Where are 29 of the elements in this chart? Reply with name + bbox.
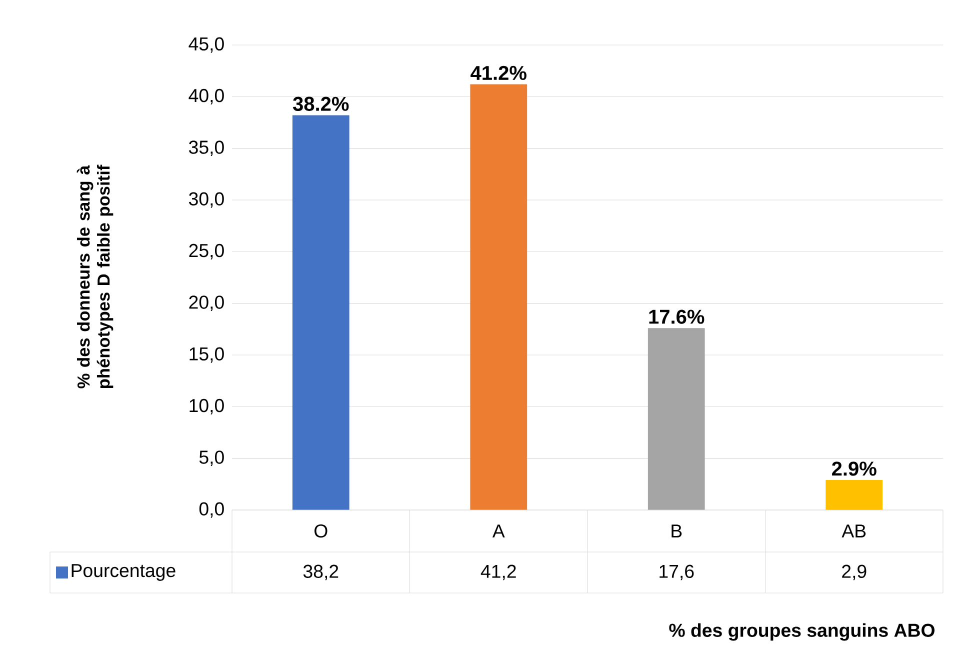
y-tick-label: 15,0 xyxy=(190,347,224,363)
bar xyxy=(470,84,528,510)
text: 17,6 xyxy=(660,564,694,580)
text: 38,2 xyxy=(303,564,338,580)
x-axis-title: % des groupes sanguins ABO xyxy=(669,623,934,641)
text: 2,9 xyxy=(842,564,866,580)
y-tick-label: 10,0 xyxy=(190,398,224,414)
y-tick-label: 20,0 xyxy=(189,296,224,312)
y-tick-label: 45,0 xyxy=(188,37,224,53)
x-tick-label: AB xyxy=(842,524,866,538)
bar xyxy=(648,328,705,510)
y-tick-label: 30,0 xyxy=(189,192,224,208)
bar xyxy=(292,115,350,510)
x-tick-label: O xyxy=(314,524,328,538)
y-axis-title: % des donneurs de sang à phénotypes D faible positif xyxy=(76,164,114,388)
y-tick-label: 35,0 xyxy=(189,140,224,156)
bar xyxy=(826,480,883,510)
data-label: 2.9% xyxy=(832,462,876,476)
y-tick-label: 25,0 xyxy=(189,244,224,260)
y-tick-label: 5,0 xyxy=(199,450,224,466)
x-tick-label: A xyxy=(492,524,505,538)
text: 41,2 xyxy=(480,564,516,580)
x-tick-label: B xyxy=(672,524,682,538)
y-tick-label: 0,0 xyxy=(199,502,224,518)
data-label: 38.2% xyxy=(292,96,349,111)
data-label: 17.6% xyxy=(649,310,704,324)
legend-label: Pourcentage xyxy=(72,564,176,581)
y-tick-label: 40,0 xyxy=(188,88,224,104)
data-label: 41.2% xyxy=(470,66,526,80)
